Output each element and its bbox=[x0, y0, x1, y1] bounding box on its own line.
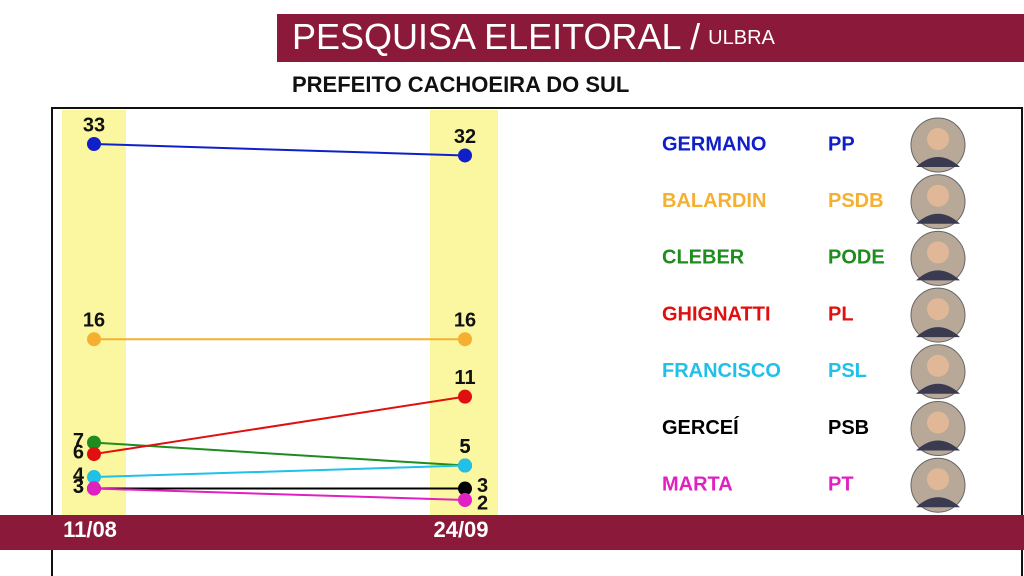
value-label: 32 bbox=[454, 126, 476, 148]
frame bbox=[51, 107, 1023, 576]
point bbox=[458, 389, 472, 404]
point bbox=[458, 493, 472, 507]
point bbox=[458, 148, 472, 163]
legend-party: PP bbox=[828, 133, 855, 155]
value-label: 2 bbox=[477, 492, 488, 514]
legend-name: GERMANO bbox=[662, 133, 766, 155]
photo-body bbox=[916, 213, 960, 224]
slope-line bbox=[93, 143, 466, 157]
value-label: 5 bbox=[459, 436, 470, 458]
legend-party: PSL bbox=[828, 360, 867, 382]
legend-party: PODE bbox=[828, 247, 885, 269]
photo-face bbox=[927, 354, 949, 377]
photo-face bbox=[927, 298, 949, 321]
slope-line bbox=[93, 487, 466, 501]
legend-party: PSB bbox=[828, 417, 869, 439]
legend-party: PT bbox=[828, 473, 854, 495]
photo-face bbox=[927, 468, 949, 491]
title-main: PESQUISA ELEITORAL / bbox=[292, 16, 700, 57]
axis-bar bbox=[0, 515, 1024, 550]
legend-name: MARTA bbox=[662, 473, 733, 495]
photo-body bbox=[916, 383, 960, 394]
point bbox=[87, 332, 101, 347]
legend-name: GHIGNATTI bbox=[662, 303, 771, 325]
photo-face bbox=[927, 184, 949, 207]
point bbox=[458, 332, 472, 347]
legend-name: CLEBER bbox=[662, 247, 745, 269]
value-label: 4 bbox=[73, 464, 85, 486]
chart-title: PESQUISA ELEITORAL / ULBRA bbox=[292, 16, 776, 57]
value-label: 3 bbox=[477, 475, 488, 497]
photo-face bbox=[927, 128, 949, 150]
value-label: 5 bbox=[459, 436, 470, 458]
x-tick-label: 24/09 bbox=[433, 517, 488, 542]
value-label: 3 bbox=[73, 476, 84, 498]
slope-line bbox=[93, 441, 466, 467]
legend-name: FRANCISCO bbox=[662, 360, 781, 382]
slope-line bbox=[93, 395, 466, 456]
point bbox=[458, 458, 472, 473]
photo-body bbox=[916, 440, 960, 451]
value-label: 16 bbox=[454, 310, 476, 332]
value-label: 3 bbox=[73, 476, 84, 498]
photo-body bbox=[916, 157, 960, 167]
chart-subtitle: PREFEITO CACHOEIRA DO SUL bbox=[292, 72, 629, 97]
value-label: 7 bbox=[73, 430, 84, 452]
photo-face bbox=[927, 411, 949, 434]
value-label: 6 bbox=[73, 441, 84, 463]
title-banner bbox=[277, 14, 1024, 62]
legend-party: PSDB bbox=[828, 190, 884, 212]
legend-name: GERCEÍ bbox=[662, 416, 739, 439]
photo-body bbox=[916, 497, 960, 508]
photo-body bbox=[916, 270, 960, 281]
photo-face bbox=[927, 241, 949, 264]
title-source: ULBRA bbox=[708, 27, 775, 49]
point bbox=[458, 481, 472, 496]
point bbox=[87, 470, 101, 485]
value-label: 11 bbox=[454, 367, 475, 389]
x-tick-label: 11/08 bbox=[63, 517, 117, 542]
column-band bbox=[430, 110, 498, 515]
value-label: 16 bbox=[83, 310, 105, 332]
point bbox=[87, 435, 101, 450]
legend-party: PL bbox=[828, 303, 854, 325]
photo-body bbox=[916, 327, 960, 338]
slope-line bbox=[93, 464, 466, 479]
point bbox=[87, 481, 101, 496]
legend-name: BALARDIN bbox=[662, 190, 766, 212]
point bbox=[87, 447, 101, 462]
point bbox=[87, 137, 101, 151]
value-label: 33 bbox=[83, 114, 105, 136]
